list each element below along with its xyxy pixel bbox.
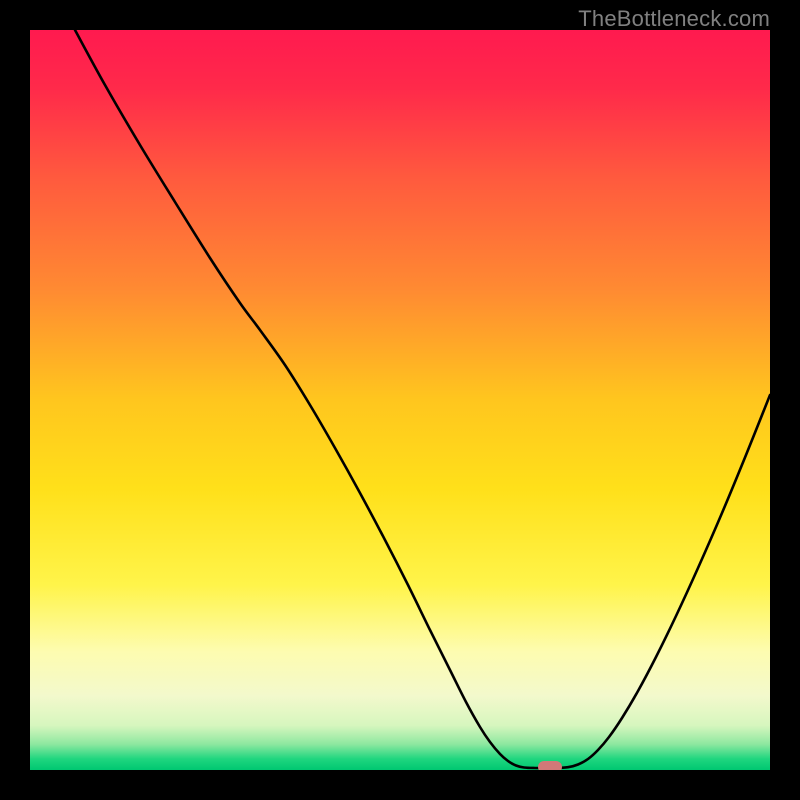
plot-area xyxy=(30,30,770,770)
chart-frame: TheBottleneck.com xyxy=(0,0,800,800)
watermark-text: TheBottleneck.com xyxy=(578,6,770,32)
plot-background xyxy=(30,30,770,770)
plot-svg xyxy=(30,30,770,770)
optimal-point-marker xyxy=(538,761,562,770)
